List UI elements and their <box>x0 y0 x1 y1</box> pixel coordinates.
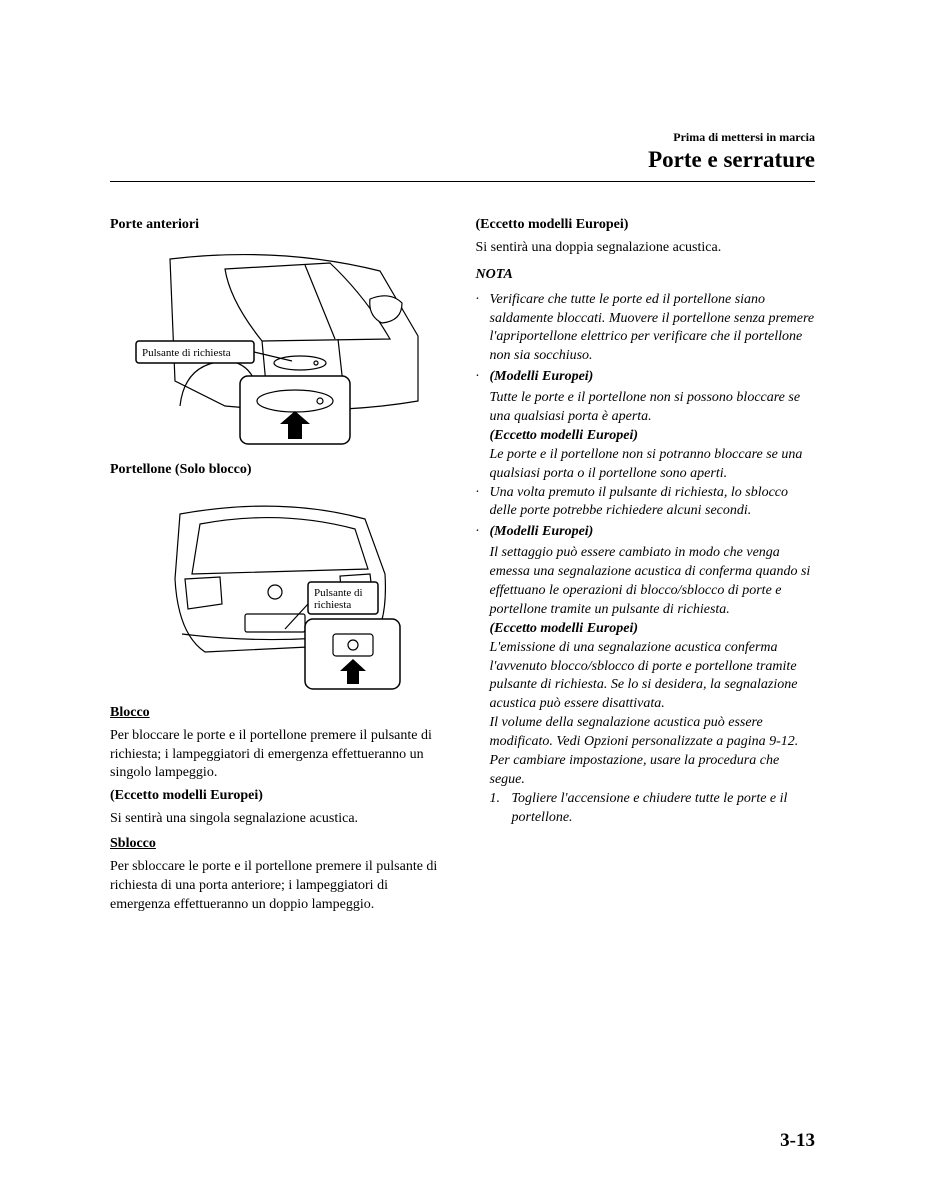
nota-list: · Verificare che tutte le porte ed il po… <box>476 291 816 828</box>
front-door-illustration: Pulsante di richiesta <box>130 241 430 451</box>
nota-4-ex-bold: (Eccetto modelli Europei) <box>490 621 639 636</box>
nota-2-heading: (Modelli Europei) <box>490 368 816 387</box>
right-except-heading: (Eccetto modelli Europei) <box>476 216 816 235</box>
blocco-except-paragraph: Si sentirà una singola segnalazione acus… <box>110 810 450 829</box>
header-chapter: Prima di mettersi in marcia <box>110 130 815 145</box>
heading-portellone: Portellone (Solo blocco) <box>110 461 450 480</box>
nota-ordered-list: 1. Togliere l'accensione e chiudere tutt… <box>476 790 816 828</box>
nota-item-1: · Verificare che tutte le porte ed il po… <box>476 291 816 367</box>
nota-4-ex-heading: (Eccetto modelli Europei) <box>476 620 816 639</box>
nota-4-ex-text: L'emissione di una segnalazione acustica… <box>476 639 816 715</box>
nota-4-volume: Il volume della segnalazione acustica pu… <box>476 714 816 752</box>
ol-1-text: Togliere l'accensione e chiudere tutte l… <box>512 790 816 828</box>
nota-2-ex-heading: (Eccetto modelli Europei) <box>476 427 816 446</box>
page-header: Prima di mettersi in marcia Porte e serr… <box>110 130 815 173</box>
fig2-label-line2: richiesta <box>314 599 351 611</box>
nota-4-change: Per cambiare impostazione, usare la proc… <box>476 752 816 790</box>
nota-4-heading: (Modelli Europei) <box>490 523 816 542</box>
sblocco-paragraph: Per sbloccare le porte e il portellone p… <box>110 858 450 915</box>
bullet-icon: · <box>476 368 490 387</box>
fig1-label: Pulsante di richiesta <box>142 347 231 359</box>
bullet-icon: · <box>476 523 490 542</box>
liftgate-illustration: Pulsante di richiesta <box>130 484 430 694</box>
nota-4-bold: (Modelli Europei) <box>490 524 594 539</box>
nota-2-ex-text: Le porte e il portellone non si potranno… <box>476 446 816 484</box>
fig2-label-line1: Pulsante di <box>314 587 363 599</box>
nota-2-ex-bold: (Eccetto modelli Europei) <box>490 428 639 443</box>
nota-item-4: · (Modelli Europei) <box>476 523 816 542</box>
nota-item-2: · (Modelli Europei) <box>476 368 816 387</box>
content-columns: Porte anteriori <box>110 216 815 919</box>
nota-4-text: Il settaggio può essere cambiato in modo… <box>476 544 816 620</box>
blocco-paragraph: Per bloccare le porte e il portellone pr… <box>110 727 450 784</box>
nota-ol-item-1: 1. Togliere l'accensione e chiudere tutt… <box>490 790 816 828</box>
nota-heading: NOTA <box>476 266 816 285</box>
heading-blocco: Blocco <box>110 704 450 723</box>
nota-1-text: Verificare che tutte le porte ed il port… <box>490 291 816 367</box>
page: Prima di mettersi in marcia Porte e serr… <box>0 0 925 1200</box>
nota-2-text: Tutte le porte e il portellone non si po… <box>476 389 816 427</box>
bullet-icon: · <box>476 291 490 367</box>
blocco-except-heading: (Eccetto modelli Europei) <box>110 787 450 806</box>
nota-item-3: · Una volta premuto il pulsante di richi… <box>476 484 816 522</box>
right-column: (Eccetto modelli Europei) Si sentirà una… <box>476 216 816 919</box>
page-number: 3-13 <box>780 1130 815 1152</box>
bullet-icon: · <box>476 484 490 522</box>
nota-3-text: Una volta premuto il pulsante di richies… <box>490 484 816 522</box>
heading-sblocco: Sblocco <box>110 835 450 854</box>
ol-number: 1. <box>490 790 512 828</box>
heading-porte-anteriori: Porte anteriori <box>110 216 450 235</box>
header-section: Porte e serrature <box>110 147 815 173</box>
nota-2-bold: (Modelli Europei) <box>490 369 594 384</box>
left-column: Porte anteriori <box>110 216 450 919</box>
figure-front-door: Pulsante di richiesta <box>110 241 450 451</box>
figure-liftgate: Pulsante di richiesta <box>110 484 450 694</box>
header-rule <box>110 181 815 182</box>
right-except-paragraph: Si sentirà una doppia segnalazione acust… <box>476 239 816 258</box>
